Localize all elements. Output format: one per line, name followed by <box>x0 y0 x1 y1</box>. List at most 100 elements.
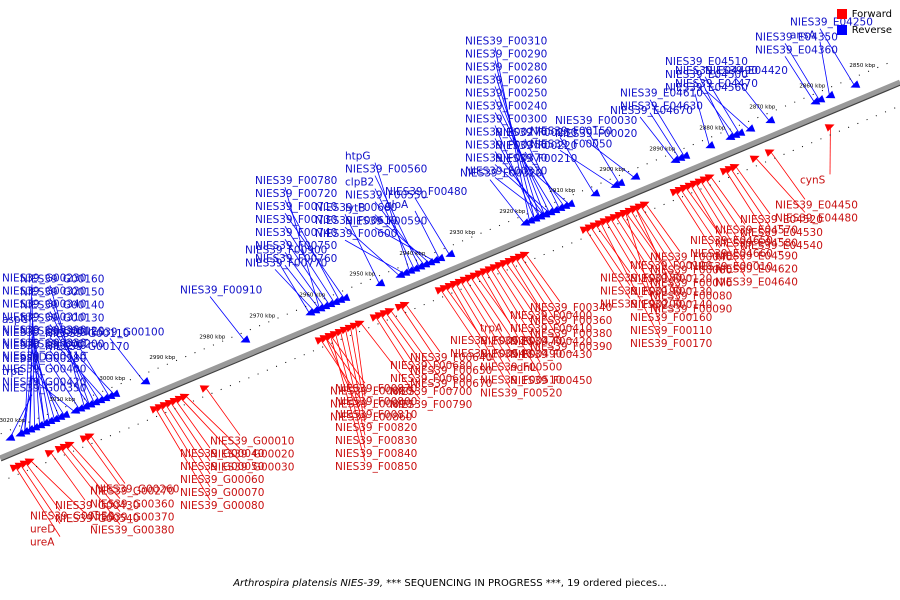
forward-gene-label: NIES39_F00420 <box>510 336 592 348</box>
reverse-gene-arrow <box>75 404 86 412</box>
reverse-gene-leader <box>374 214 430 264</box>
forward-gene-arrow <box>469 272 480 280</box>
forward-gene-leader <box>60 447 121 525</box>
reverse-gene-leader <box>494 47 530 222</box>
forward-gene-label: NIES39_E04660 <box>690 248 773 260</box>
reverse-gene-leader <box>819 28 855 87</box>
reverse-gene-leader <box>649 99 685 158</box>
forward-gene-leader <box>330 335 366 462</box>
forward-gene-label: NIES39_F00640 <box>410 352 492 364</box>
reverse-gene-label: NIES39_F00030 <box>555 115 637 127</box>
forward-gene-leader <box>700 180 746 251</box>
forward-gene-leader <box>620 213 661 274</box>
reverse-gene-leader <box>9 394 33 439</box>
reverse-gene-label: NIES39_E04510 <box>665 56 748 68</box>
forward-gene-label: NIES39_E04480 <box>775 212 858 224</box>
reverse-gene-leader <box>524 164 570 206</box>
legend-reverse: Reverse <box>836 22 892 38</box>
forward-gene-arrow <box>19 460 30 468</box>
reverse-gene-arrow <box>60 410 71 418</box>
forward-gene-label: NIES39_G00030 <box>210 461 294 473</box>
reverse-gene-arrow <box>525 216 536 224</box>
forward-gene-leader <box>735 165 771 215</box>
reverse-gene-arrow <box>530 214 541 222</box>
reverse-gene-leader <box>374 175 420 268</box>
forward-gene-leader <box>510 259 561 341</box>
reverse-gene-label: NIES39_G00100 <box>80 326 164 338</box>
forward-gene-leader <box>30 460 86 514</box>
reverse-gene-arrow <box>565 199 576 207</box>
reverse-gene-arrow <box>825 90 836 99</box>
forward-gene-arrow <box>324 333 335 341</box>
forward-gene-arrow <box>674 186 685 195</box>
reverse-gene-leader <box>524 138 560 210</box>
reverse-gene-arrow <box>100 393 111 402</box>
forward-gene-leader <box>770 151 806 200</box>
reverse-gene-leader <box>694 80 735 137</box>
reverse-gene-label: NIES39_E04420 <box>705 65 788 77</box>
reverse-gene-arrow <box>35 420 46 429</box>
forward-gene-label: NIES39_E04450 <box>775 199 858 211</box>
reverse-gene-leader <box>494 177 545 216</box>
kbp-tick-label: 2920 kbp <box>499 209 525 215</box>
reverse-gene-arrow <box>400 268 411 276</box>
reverse-gene-label: NIES39_F00730 <box>255 214 337 226</box>
reverse-gene-leader <box>24 284 33 433</box>
forward-gene-arrow <box>464 274 475 283</box>
forward-gene-arrow <box>319 335 330 343</box>
forward-gene-label: NIES39_F00410 <box>510 323 592 335</box>
forward-gene-arrow <box>344 324 355 333</box>
forward-gene-arrow <box>369 314 380 322</box>
forward-gene-label: NIES39_E04540 <box>740 240 823 252</box>
reverse-gene-leader <box>31 377 75 412</box>
reverse-gene-arrow <box>105 391 116 399</box>
reverse-gene-leader <box>284 212 345 300</box>
forward-gene-label: NIES39_G00040 <box>180 448 264 460</box>
forward-gene-arrow <box>44 450 55 458</box>
reverse-gene-leader <box>274 269 315 312</box>
caption-organism: Arthrospira platensis NIES-39, <box>233 578 384 589</box>
backbone-shadow <box>0 84 900 462</box>
reverse-gene-arrow <box>675 153 686 161</box>
forward-gene-leader <box>460 280 511 362</box>
forward-gene-leader <box>380 314 421 374</box>
kbp-tick-label: 2990 kbp <box>149 355 175 361</box>
reverse-gene-label: NIES39_G00120 <box>20 325 104 337</box>
forward-gene-arrow <box>474 270 485 278</box>
forward-gene-label: NIES39_F00790 <box>390 399 472 411</box>
forward-gene-label: NIES39_F00520 <box>480 388 562 400</box>
reverse-gene-arrow <box>140 376 151 385</box>
forward-gene-label: NIES39_F00180 <box>600 273 682 285</box>
forward-gene-leader <box>480 272 541 376</box>
reverse-gene-label: NIES39_G00340 <box>2 298 86 310</box>
reverse-gene-label: NIES39_F00240 <box>465 100 547 112</box>
forward-gene-label: NIES39_E04530 <box>740 227 823 239</box>
forward-gene-leader <box>360 322 421 400</box>
forward-gene-label: NIES39_E04520 <box>740 214 823 226</box>
reverse-gene-label: NIES39_G00350 <box>2 383 86 395</box>
forward-gene-leader <box>695 182 746 264</box>
reverse-gene-label: NIES39_G00160 <box>20 273 104 285</box>
forward-gene-leader <box>495 265 541 337</box>
forward-gene-arrow <box>384 308 395 316</box>
reverse-gene-label: NIES39_F00320 <box>460 168 542 180</box>
forward-gene-leader <box>325 336 361 386</box>
kbp-tick-label: 2980 kbp <box>199 334 225 340</box>
reverse-gene-arrow <box>410 264 421 272</box>
forward-gene-label: NIES39_F00130 <box>630 286 712 298</box>
forward-gene-label: NIES39_F00500 <box>480 362 562 374</box>
gene-labels: NIES39_E04250ansANIES39_E04350NIES39_E04… <box>2 17 873 549</box>
reverse-gene-leader <box>494 151 545 216</box>
forward-gene-leader <box>20 464 61 524</box>
reverse-gene-arrow <box>25 425 36 433</box>
forward-gene-label: NIES39_F00540 <box>450 348 532 360</box>
forward-gene-label: NIES39_F00850 <box>335 461 417 473</box>
forward-gene-label: NIES39_F00100 <box>630 260 712 272</box>
forward-gene-leader <box>85 437 121 486</box>
reverse-gene-leader <box>344 239 405 275</box>
reverse-gene-arrow <box>540 209 551 218</box>
forward-gene-label: NIES39_F00140 <box>630 299 712 311</box>
forward-gene-leader <box>595 224 631 273</box>
forward-gene-leader <box>90 435 126 484</box>
